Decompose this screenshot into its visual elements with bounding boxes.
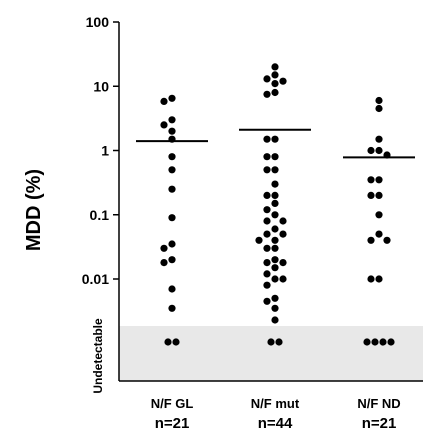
y-tick-label: 10 [93, 78, 109, 94]
data-point [271, 166, 279, 174]
data-point [375, 176, 383, 184]
data-point [263, 217, 271, 225]
data-point [279, 77, 287, 85]
data-point [271, 304, 279, 312]
data-point [271, 244, 279, 252]
data-point [263, 90, 271, 98]
data-point [168, 256, 176, 264]
data-point [271, 225, 279, 233]
data-point [263, 297, 271, 305]
undetectable-band [119, 326, 423, 381]
data-point [271, 63, 279, 71]
data-point [263, 270, 271, 278]
data-point [271, 264, 279, 272]
category-n-label: n=21 [362, 415, 397, 432]
data-point [375, 104, 383, 113]
undetectable-point [363, 338, 371, 346]
data-point [271, 180, 279, 188]
undetectable-point [379, 338, 387, 346]
data-point [263, 230, 271, 238]
data-point [279, 230, 287, 238]
data-point [271, 135, 279, 143]
data-point [168, 240, 176, 248]
undetectable-point [371, 338, 379, 346]
y-tick-label: 1 [101, 143, 109, 159]
data-points [160, 63, 395, 346]
undetectable-point [267, 338, 275, 346]
median-lines [136, 128, 415, 159]
data-point [279, 259, 287, 267]
data-point [168, 94, 176, 102]
data-point [375, 146, 383, 155]
data-point [263, 135, 271, 143]
data-point [279, 217, 287, 225]
category-label: N/F GL [151, 396, 194, 411]
data-point [367, 191, 375, 199]
undetectable-label: Undetectable [91, 318, 105, 394]
undetectable-point [387, 338, 395, 346]
data-point [160, 244, 168, 252]
data-point [375, 135, 383, 143]
data-point [160, 97, 168, 105]
data-point [271, 275, 279, 283]
data-point [271, 316, 279, 324]
undetectable-point [172, 338, 180, 346]
data-point [168, 153, 176, 161]
category-labels: N/F GL n=21 N/F mut n=44 N/F ND n=21 [151, 396, 401, 432]
axes [118, 22, 423, 382]
data-point [367, 176, 375, 184]
data-point [271, 256, 279, 264]
data-point [367, 236, 375, 244]
undetectable-point [164, 338, 172, 346]
data-point [367, 275, 375, 283]
y-axis-title: MDD (%) [23, 169, 45, 251]
data-point [383, 236, 391, 244]
data-point [375, 96, 383, 105]
category-label: N/F ND [357, 396, 400, 411]
data-point [271, 80, 279, 88]
data-point [375, 191, 383, 199]
y-ticks: 100 10 1 0.1 0.01 [82, 14, 119, 287]
data-point [263, 281, 271, 289]
data-point [375, 230, 383, 238]
data-point [263, 191, 271, 199]
data-point [168, 166, 176, 174]
data-point [263, 153, 271, 161]
data-point [271, 294, 279, 302]
y-tick-label: 0.01 [82, 271, 109, 287]
data-point [263, 206, 271, 214]
data-point [271, 71, 279, 79]
data-point [160, 259, 168, 267]
data-point [279, 275, 287, 283]
category-n-label: n=44 [258, 415, 293, 432]
y-tick-label: 0.1 [90, 207, 110, 223]
data-point [263, 75, 271, 83]
data-point [271, 236, 279, 244]
data-point [271, 211, 279, 219]
data-point [160, 121, 168, 129]
undetectable-point [275, 338, 283, 346]
category-label: N/F mut [251, 396, 300, 411]
data-point [255, 236, 263, 244]
data-point [168, 285, 176, 293]
data-point [168, 116, 176, 124]
y-tick-label: 100 [86, 14, 110, 30]
data-point [263, 259, 271, 267]
data-point [375, 275, 383, 283]
data-point [263, 244, 271, 252]
data-point [271, 88, 279, 97]
data-point [271, 199, 279, 207]
data-point [168, 185, 176, 193]
data-point [367, 146, 375, 155]
category-n-label: n=21 [155, 415, 190, 432]
data-point [263, 166, 271, 174]
data-point [168, 127, 176, 135]
data-point [271, 191, 279, 199]
data-point [168, 304, 176, 312]
data-point [375, 211, 383, 219]
data-point [271, 153, 279, 161]
data-point [168, 214, 176, 222]
